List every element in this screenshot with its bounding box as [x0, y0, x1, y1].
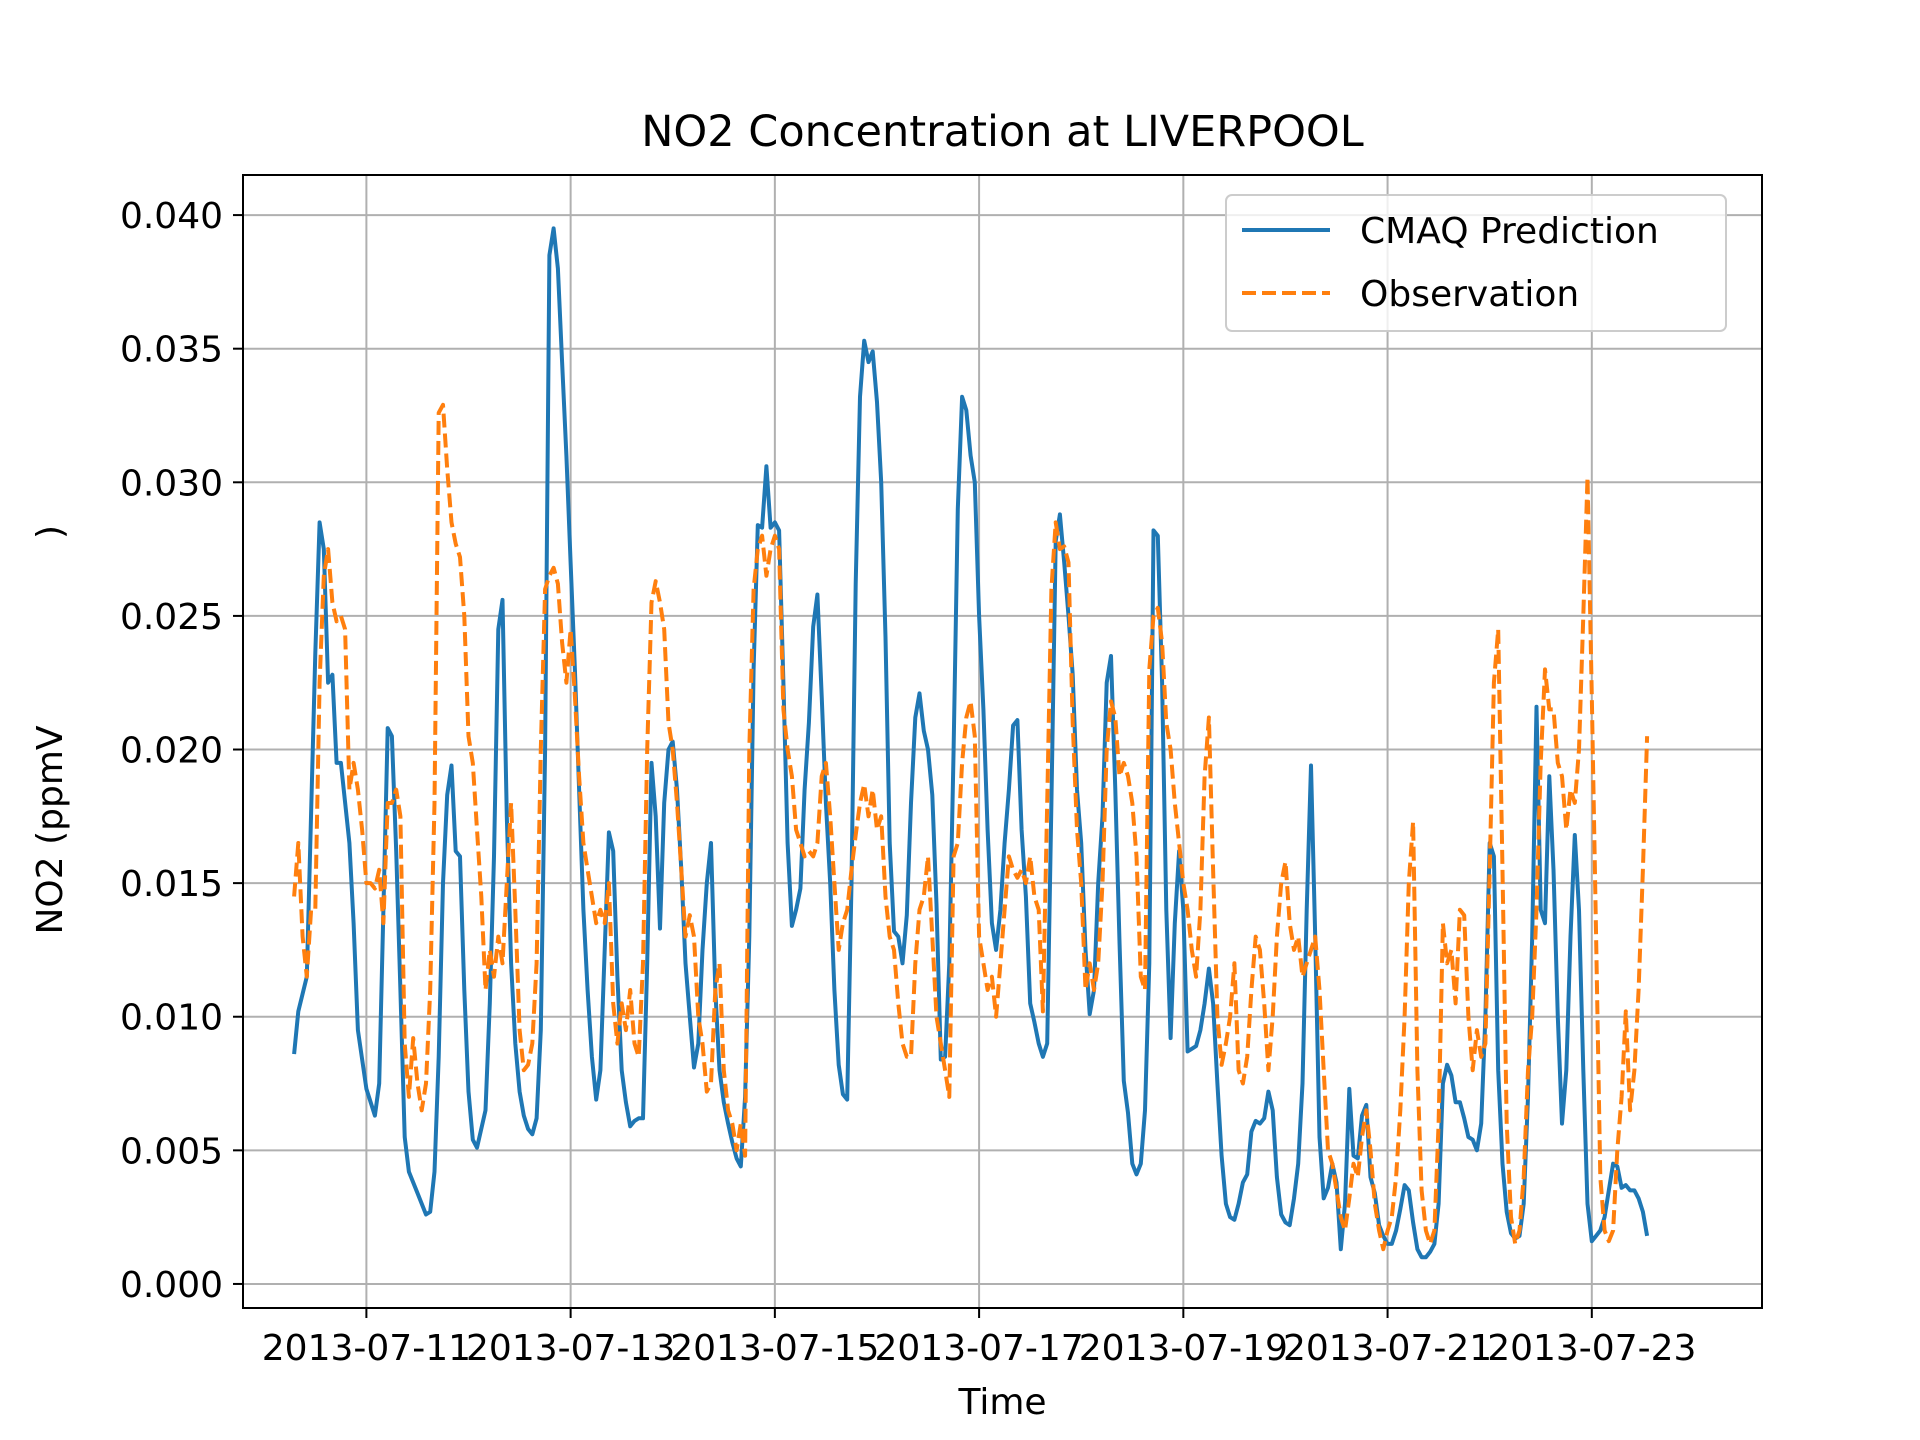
y-tick-label: 0.030 [120, 463, 223, 504]
x-tick-label: 2013-07-19 [1079, 1328, 1288, 1369]
series-line-observation [292, 402, 1650, 1252]
y-tick-label: 0.035 [120, 330, 223, 371]
x-tick-label: 2013-07-15 [670, 1328, 879, 1369]
y-tick-label: 0.025 [120, 597, 223, 638]
y-tick-label: 0.000 [120, 1265, 223, 1306]
x-tick-label: 2013-07-11 [262, 1328, 471, 1369]
x-tick-label: 2013-07-17 [874, 1328, 1083, 1369]
series-layer [292, 226, 1650, 1260]
chart-title: NO2 Concentration at LIVERPOOL [641, 107, 1363, 157]
y-tick-label: 0.010 [120, 998, 223, 1039]
y-tick-label: 0.040 [120, 196, 223, 237]
legend-label-observation: Observation [1360, 274, 1579, 315]
y-tick-label: 0.020 [120, 731, 223, 772]
legend-box [1225, 194, 1727, 332]
legend: CMAQ Prediction Observation [1225, 194, 1727, 332]
legend-label-cmaq: CMAQ Prediction [1360, 211, 1659, 252]
y-tick-label: 0.005 [120, 1131, 223, 1172]
y-axis-label-overflow: ) [30, 525, 71, 539]
axis-ticks: 2013-07-112013-07-132013-07-152013-07-17… [120, 196, 1696, 1369]
y-tick-label: 0.015 [120, 864, 223, 905]
axes-frame [242, 174, 1763, 1309]
x-axis-label: Time [957, 1382, 1046, 1423]
x-tick-label: 2013-07-23 [1487, 1328, 1696, 1369]
series-line-cmaq-prediction [292, 226, 1650, 1260]
x-tick-label: 2013-07-13 [466, 1328, 675, 1369]
x-tick-label: 2013-07-21 [1283, 1328, 1492, 1369]
y-axis-label: NO2 (ppmV [30, 725, 71, 934]
